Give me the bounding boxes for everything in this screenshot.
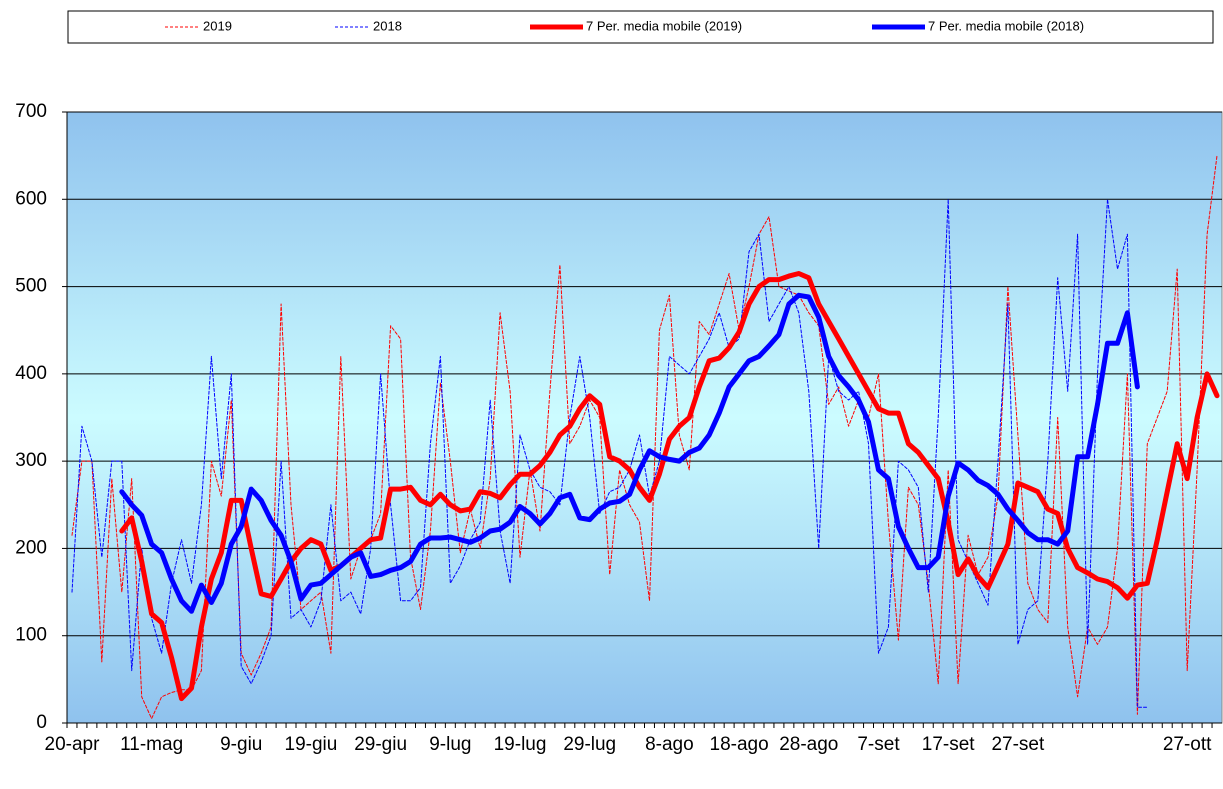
- legend-label: 7 Per. media mobile (2018): [928, 18, 1084, 33]
- y-tick-label: 300: [15, 450, 47, 471]
- y-tick-label: 700: [15, 101, 47, 122]
- x-tick-label: 28-ago: [779, 734, 838, 755]
- plot-area: [66, 111, 1223, 724]
- y-tick-label: 500: [15, 276, 47, 297]
- y-tick-label: 600: [15, 188, 47, 209]
- y-tick-label: 400: [15, 363, 47, 384]
- x-tick-label: 9-lug: [429, 734, 471, 755]
- series-line: [119, 292, 1140, 614]
- series-line: [119, 271, 1220, 702]
- x-tick-label: 29-giu: [354, 734, 407, 755]
- x-tick-label: 8-ago: [645, 734, 694, 755]
- x-tick-label: 17-set: [922, 734, 976, 755]
- x-tick-label: 9-giu: [220, 734, 262, 755]
- x-tick-label: 19-giu: [285, 734, 338, 755]
- x-tick-label: 27-set: [991, 734, 1045, 755]
- legend-box: [67, 10, 1214, 44]
- y-tick-label: 100: [15, 625, 47, 646]
- legend-label: 2019: [203, 18, 232, 33]
- x-tick-label: 27-ott: [1163, 734, 1212, 755]
- y-tick-label: 0: [36, 712, 47, 733]
- x-tick-label: 29-lug: [563, 734, 616, 755]
- legend-label: 2018: [373, 18, 402, 33]
- legend-label: 7 Per. media mobile (2019): [586, 18, 742, 33]
- x-tick-label: 7-set: [857, 734, 900, 755]
- x-tick-label: 11-mag: [120, 734, 183, 755]
- y-tick-label: 200: [15, 537, 47, 558]
- series-line: [71, 155, 1218, 720]
- x-tick-label: 18-ago: [710, 734, 769, 755]
- x-tick-label: 19-lug: [494, 734, 547, 755]
- x-tick-label: 20-apr: [45, 734, 101, 755]
